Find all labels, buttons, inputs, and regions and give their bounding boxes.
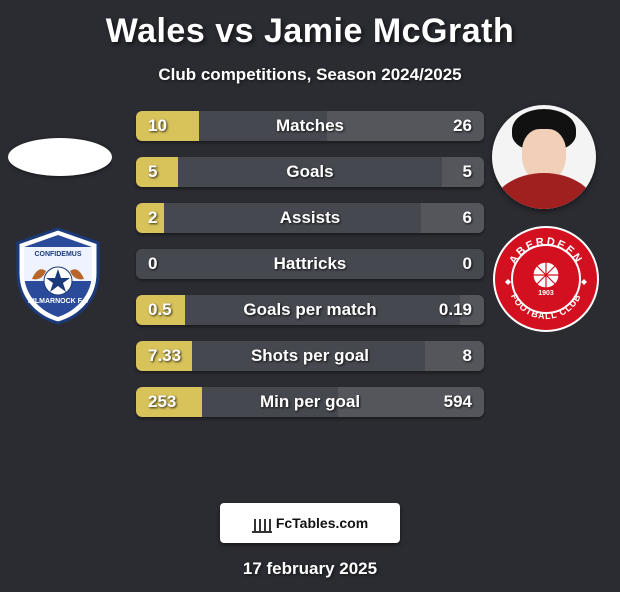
bar-label: 10Matches26 — [136, 111, 484, 141]
comparison-panel: CONFIDEMUS KILMARNOCK F.C ABERDEEN — [0, 105, 620, 485]
left-value: 2 — [148, 208, 188, 228]
right-value: 8 — [432, 346, 472, 366]
left-player-column: CONFIDEMUS KILMARNOCK F.C — [8, 105, 128, 325]
footer-brand-box[interactable]: FcTables.com — [220, 503, 400, 543]
page-title: Wales vs Jamie McGrath — [0, 12, 620, 51]
stat-name: Goals per match — [188, 300, 432, 320]
stat-name: Assists — [188, 208, 432, 228]
stat-row: 253Min per goal594 — [136, 387, 484, 417]
right-value: 26 — [432, 116, 472, 136]
aberdeen-crest-icon: ABERDEEN FOOTBALL CLUB 1903 — [492, 225, 600, 333]
kilmarnock-crest-icon: CONFIDEMUS KILMARNOCK F.C — [8, 225, 108, 325]
stat-row: 0Hattricks0 — [136, 249, 484, 279]
bar-label: 5Goals5 — [136, 157, 484, 187]
stat-row: 2Assists6 — [136, 203, 484, 233]
right-club-crest: ABERDEEN FOOTBALL CLUB 1903 — [492, 225, 600, 333]
bar-label: 2Assists6 — [136, 203, 484, 233]
stat-name: Goals — [188, 162, 432, 182]
left-club-crest: CONFIDEMUS KILMARNOCK F.C — [8, 225, 108, 325]
right-player-column: ABERDEEN FOOTBALL CLUB 1903 — [492, 105, 612, 333]
stat-name: Matches — [188, 116, 432, 136]
avatar-shirt-icon — [492, 173, 596, 209]
stat-name: Shots per goal — [188, 346, 432, 366]
right-value: 6 — [432, 208, 472, 228]
placeholder-avatar-icon — [8, 138, 112, 176]
right-value: 5 — [432, 162, 472, 182]
bar-label: 253Min per goal594 — [136, 387, 484, 417]
stat-bars: 10Matches265Goals52Assists60Hattricks00.… — [136, 111, 484, 433]
left-value: 10 — [148, 116, 188, 136]
left-value: 5 — [148, 162, 188, 182]
right-avatar — [492, 105, 596, 209]
right-value: 0.19 — [432, 300, 472, 320]
bar-label: 0.5Goals per match0.19 — [136, 295, 484, 325]
left-avatar — [8, 105, 112, 209]
left-value: 0.5 — [148, 300, 188, 320]
svg-text:1903: 1903 — [538, 290, 554, 297]
stat-name: Min per goal — [188, 392, 432, 412]
left-value: 0 — [148, 254, 188, 274]
stat-row: 7.33Shots per goal8 — [136, 341, 484, 371]
date-label: 17 february 2025 — [0, 559, 620, 579]
stat-name: Hattricks — [188, 254, 432, 274]
fctables-logo-icon — [252, 513, 272, 533]
stat-row: 0.5Goals per match0.19 — [136, 295, 484, 325]
svg-text:KILMARNOCK F.C: KILMARNOCK F.C — [28, 298, 88, 305]
footer-brand-text: FcTables.com — [276, 515, 368, 531]
right-value: 594 — [432, 392, 472, 412]
bar-label: 0Hattricks0 — [136, 249, 484, 279]
right-value: 0 — [432, 254, 472, 274]
svg-text:CONFIDEMUS: CONFIDEMUS — [34, 251, 81, 258]
subtitle: Club competitions, Season 2024/2025 — [0, 65, 620, 85]
stat-row: 5Goals5 — [136, 157, 484, 187]
bar-label: 7.33Shots per goal8 — [136, 341, 484, 371]
left-value: 7.33 — [148, 346, 188, 366]
left-value: 253 — [148, 392, 188, 412]
stat-row: 10Matches26 — [136, 111, 484, 141]
